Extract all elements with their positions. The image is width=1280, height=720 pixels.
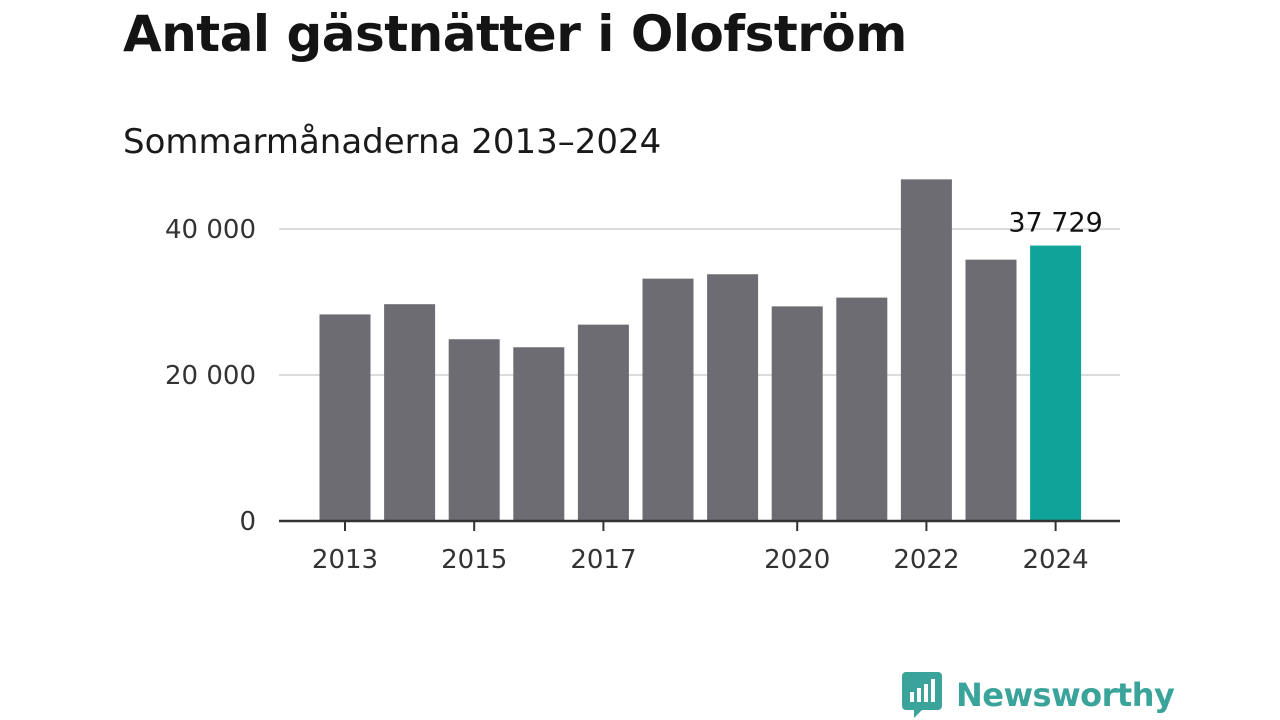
newsworthy-logo-icon: [902, 672, 942, 718]
labels: 0 20 000 40 000 2013 2015 2017 2020 2022 2024 37 …: [165, 208, 1103, 575]
x-tick-label: 2024: [1023, 545, 1089, 575]
data-label-2024: 37 729: [1008, 208, 1102, 239]
bar-2021: [836, 297, 888, 521]
bar-2019: [707, 274, 759, 521]
x-tick-label: 2015: [441, 545, 507, 575]
bar-2016: [513, 347, 565, 521]
x-tick-label: 2020: [764, 545, 830, 575]
y-tick-label: 40 000: [165, 215, 256, 245]
x-tick-label: 2013: [312, 545, 378, 575]
axes: [279, 519, 1120, 531]
bar-2023: [965, 259, 1017, 521]
brand-logo: Newsworthy: [902, 670, 1175, 720]
bar-2013: [319, 314, 371, 521]
chart-title: Antal gästnätter i Olofström: [123, 5, 907, 63]
bar-2018: [642, 278, 694, 521]
bar-chart: 0 20 000 40 000 2013 2015 2017 2020 2022 2024 37 …: [165, 179, 1120, 575]
bar-2015: [448, 339, 500, 521]
bar-2020: [771, 306, 823, 521]
brand-name: Newsworthy: [956, 676, 1175, 714]
y-tick-label: 0: [239, 507, 256, 537]
bar-2017: [577, 324, 629, 521]
y-tick-label: 20 000: [165, 361, 256, 391]
bar-2022: [900, 179, 952, 522]
x-tick-label: 2022: [893, 545, 959, 575]
bar-2014: [384, 304, 436, 521]
x-tick-label: 2017: [570, 545, 636, 575]
bars: [319, 179, 1082, 522]
bar-2024: [1030, 245, 1082, 521]
chart-subtitle: Sommarmånaderna 2013–2024: [123, 122, 662, 162]
